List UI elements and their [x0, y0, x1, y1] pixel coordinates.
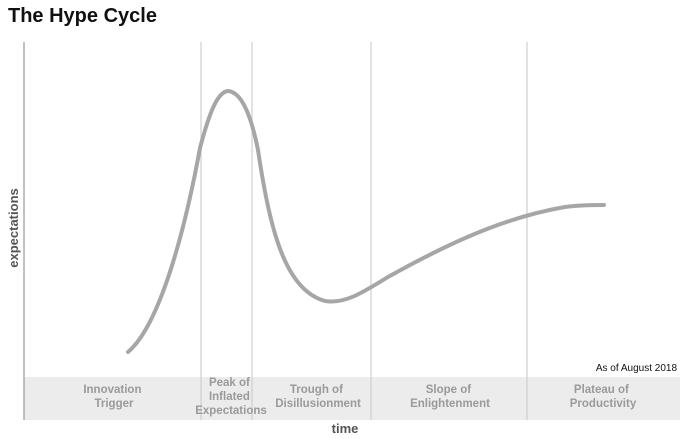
phase-label-plateau-of-productivity: Plateau of Productivity	[570, 384, 637, 410]
date-note: As of August 2018	[596, 363, 678, 374]
diagram-title: The Hype Cycle	[8, 5, 157, 27]
hype-curve	[126, 88, 606, 354]
phase-band	[24, 377, 680, 420]
phase-label-innovation-trigger: Innovation Trigger	[83, 384, 144, 410]
phase-dividers	[200, 42, 528, 420]
phase-label-peak-of-inflated-expectations: Peak of Inflated Expectations	[195, 377, 267, 417]
x-axis-label: time	[332, 421, 359, 436]
phase-label-slope-of-enlightenment: Slope of Enlightenment	[410, 384, 490, 410]
y-axis-label: expectations	[6, 188, 21, 267]
phase-label-trough-of-disillusionment: Trough of Disillusionment	[275, 384, 361, 410]
